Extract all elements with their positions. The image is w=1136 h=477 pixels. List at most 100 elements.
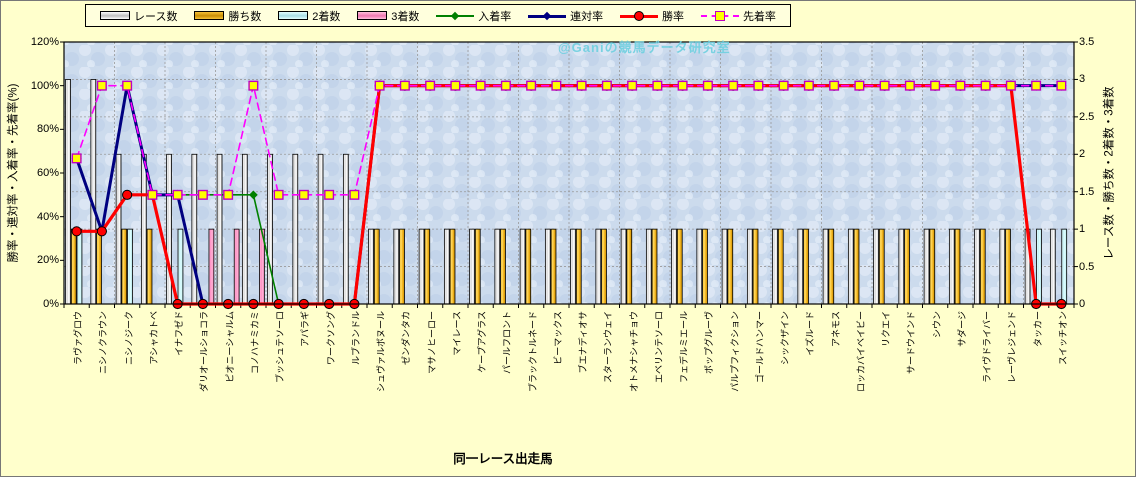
legend-label: 勝率 [662,10,685,23]
bar [469,228,475,305]
bar [999,228,1006,305]
marker-square [399,80,410,91]
bar [721,228,728,305]
legend-label: 入着率 [478,10,512,23]
marker-square [122,80,133,91]
bar [1036,228,1042,305]
marker-square [803,80,814,91]
bar [979,228,986,305]
legend-line-swatch [436,10,475,21]
marker-square [223,189,234,200]
bar [822,228,829,305]
legend-label: 先着率 [742,10,776,23]
bar [115,153,122,305]
x-axis-title: 同一レース出走馬 [453,452,553,466]
bar [1005,228,1011,305]
marker-square [955,80,966,91]
marker-square [829,80,840,91]
marker-square [425,80,436,91]
marker-square [627,80,638,91]
legend-item-2着数: 2着数 [278,8,340,24]
bar [777,228,784,305]
bar [449,228,456,305]
bar [96,228,102,305]
marker-square [551,80,562,91]
bar [696,228,703,305]
marker-square [450,80,461,91]
marker-square [904,80,915,91]
legend-marker-diamond-icon [451,11,460,20]
bar [853,228,860,305]
bar [368,228,374,305]
bar [191,153,198,305]
legend-marker-circle-icon [634,10,645,21]
marker-square [96,80,107,91]
legend-marker-square-icon [714,10,725,21]
marker-square [652,80,663,91]
bar [847,228,854,305]
legend-item-連対率: 連対率 [528,8,603,24]
marker-diamond [248,190,258,200]
bar [474,228,481,305]
marker-square [778,80,789,91]
bar [140,153,147,305]
y-axis-tick-right: 2.5 [1079,110,1095,123]
marker-square [349,189,360,200]
bar [727,228,734,305]
marker-square [677,80,688,91]
chart-legend: レース数 勝ち数 2着数 3着数 入着率 連対率 勝率 先着率 [85,4,791,27]
marker-square [248,80,259,91]
legend-line-swatch [528,10,567,21]
legend-line-swatch [620,10,659,21]
legend-bar-swatch [194,11,225,20]
bar [954,228,961,305]
marker-circle [71,226,82,237]
marker-square [930,80,941,91]
bar [645,228,652,305]
bar [525,228,532,305]
y-axis-tick-left: 60% [36,167,59,179]
bar [177,228,184,305]
marker-square [374,80,385,91]
legend-item-勝率: 勝率 [620,8,684,24]
y-axis-tick-left: 20% [36,254,59,267]
bar [702,228,708,305]
y-axis-tick-left: 80% [36,123,59,136]
right-axis-title: レース数・勝ち数・2着数・3着数 [1104,86,1116,260]
marker-square [71,153,82,164]
bar [550,228,557,305]
marker-square [324,189,335,200]
bar [772,228,778,305]
legend-item-勝ち数: 勝ち数 [194,8,261,24]
bar [418,228,425,305]
bar [146,228,153,305]
bar [651,228,658,305]
marker-square [526,80,537,91]
bar [575,228,582,305]
bar [676,228,683,305]
marker-square [728,80,739,91]
marker-square [475,80,486,91]
marker-square [601,80,612,91]
bar [974,228,980,305]
bar [601,228,607,305]
bar [595,228,602,305]
marker-square [702,80,713,91]
bar [241,153,248,305]
legend-line-swatch [700,10,739,21]
bar [267,153,273,305]
y-axis-tick-right: 2 [1079,148,1086,161]
legend-bar-swatch [100,11,130,20]
bar [620,228,627,305]
bar [208,228,215,305]
bar [373,228,380,305]
bar [342,153,349,305]
legend-label: レース数 [134,10,178,23]
marker-square [753,80,764,91]
legend-label: 勝ち数 [228,10,262,23]
bar [127,228,133,305]
y-axis-tick-right: 1.5 [1079,185,1095,198]
bar [65,79,71,305]
